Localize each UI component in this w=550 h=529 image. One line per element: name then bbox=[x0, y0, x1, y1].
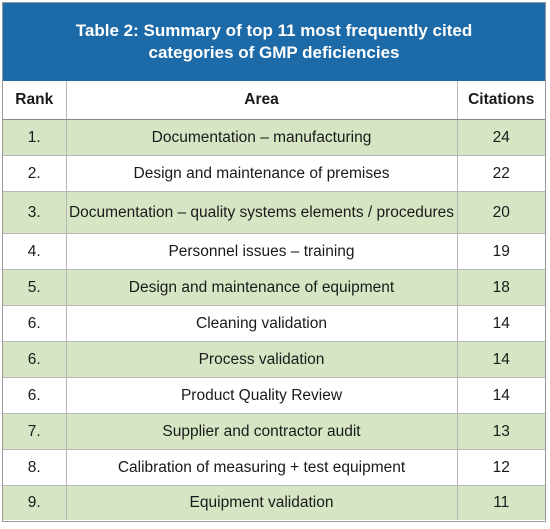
citations-cell: 14 bbox=[456, 377, 545, 414]
table-row: 4. Personnel issues – training 19 bbox=[3, 233, 545, 270]
rank-cell: 4. bbox=[3, 233, 66, 270]
rank-cell: 6. bbox=[3, 377, 66, 414]
citations-cell: 24 bbox=[456, 119, 545, 156]
table-row: 7. Supplier and contractor audit 13 bbox=[3, 413, 545, 450]
citations-cell: 14 bbox=[456, 305, 545, 342]
table-row: 8. Calibration of measuring + test equipm… bbox=[3, 449, 545, 486]
area-cell: Design and maintenance of premises bbox=[65, 155, 457, 192]
citations-cell: 14 bbox=[456, 341, 545, 378]
rank-cell: 5. bbox=[3, 269, 66, 306]
gmp-deficiencies-table: Rank Area Citations 1. Documentation – ma… bbox=[3, 81, 545, 520]
table-header: Rank Area Citations bbox=[3, 81, 545, 120]
citations-cell: 22 bbox=[456, 155, 545, 192]
rank-cell: 3. bbox=[3, 191, 66, 234]
area-cell: Supplier and contractor audit bbox=[65, 413, 457, 450]
area-cell: Cleaning validation bbox=[65, 305, 457, 342]
table-figure: Table 2: Summary of top 11 most frequent… bbox=[2, 2, 546, 522]
area-cell: Product Quality Review bbox=[65, 377, 457, 414]
area-cell: Calibration of measuring + test equipmen… bbox=[65, 449, 457, 486]
rank-cell: 7. bbox=[3, 413, 66, 450]
table-row: 9. Equipment validation 11 bbox=[3, 485, 545, 520]
table-row: 3. Documentation – quality systems elemen… bbox=[3, 191, 545, 234]
citations-cell: 12 bbox=[456, 449, 545, 486]
area-cell: Design and maintenance of equipment bbox=[65, 269, 457, 306]
header-row: Rank Area Citations bbox=[3, 81, 545, 120]
table-row: 2. Design and maintenance of premises 22 bbox=[3, 155, 545, 192]
rank-cell: 6. bbox=[3, 305, 66, 342]
header-citations: Citations bbox=[456, 81, 545, 120]
table-row: 6. Product Quality Review 14 bbox=[3, 377, 545, 414]
area-cell: Personnel issues – training bbox=[65, 233, 457, 270]
area-cell: Process validation bbox=[65, 341, 457, 378]
citations-cell: 11 bbox=[456, 485, 545, 520]
header-rank: Rank bbox=[3, 81, 66, 120]
rank-cell: 8. bbox=[3, 449, 66, 486]
rank-cell: 9. bbox=[3, 485, 66, 520]
citations-cell: 18 bbox=[456, 269, 545, 306]
citations-cell: 19 bbox=[456, 233, 545, 270]
table-title-bar: Table 2: Summary of top 11 most frequent… bbox=[3, 3, 545, 81]
table-row: 6. Process validation 14 bbox=[3, 341, 545, 378]
citations-cell: 20 bbox=[456, 191, 545, 234]
rank-cell: 2. bbox=[3, 155, 66, 192]
rank-cell: 1. bbox=[3, 119, 66, 156]
header-area: Area bbox=[65, 81, 457, 120]
citations-cell: 13 bbox=[456, 413, 545, 450]
area-cell: Equipment validation bbox=[65, 485, 457, 520]
table-row: 1. Documentation – manufacturing 24 bbox=[3, 119, 545, 156]
table-row: 6. Cleaning validation 14 bbox=[3, 305, 545, 342]
table-row: 5. Design and maintenance of equipment 18 bbox=[3, 269, 545, 306]
area-cell: Documentation – manufacturing bbox=[65, 119, 457, 156]
area-cell: Documentation – quality systems elements… bbox=[65, 191, 457, 234]
table-title: Table 2: Summary of top 11 most frequent… bbox=[75, 21, 473, 62]
table-body: 1. Documentation – manufacturing 24 2. Desig… bbox=[3, 119, 545, 520]
rank-cell: 6. bbox=[3, 341, 66, 378]
